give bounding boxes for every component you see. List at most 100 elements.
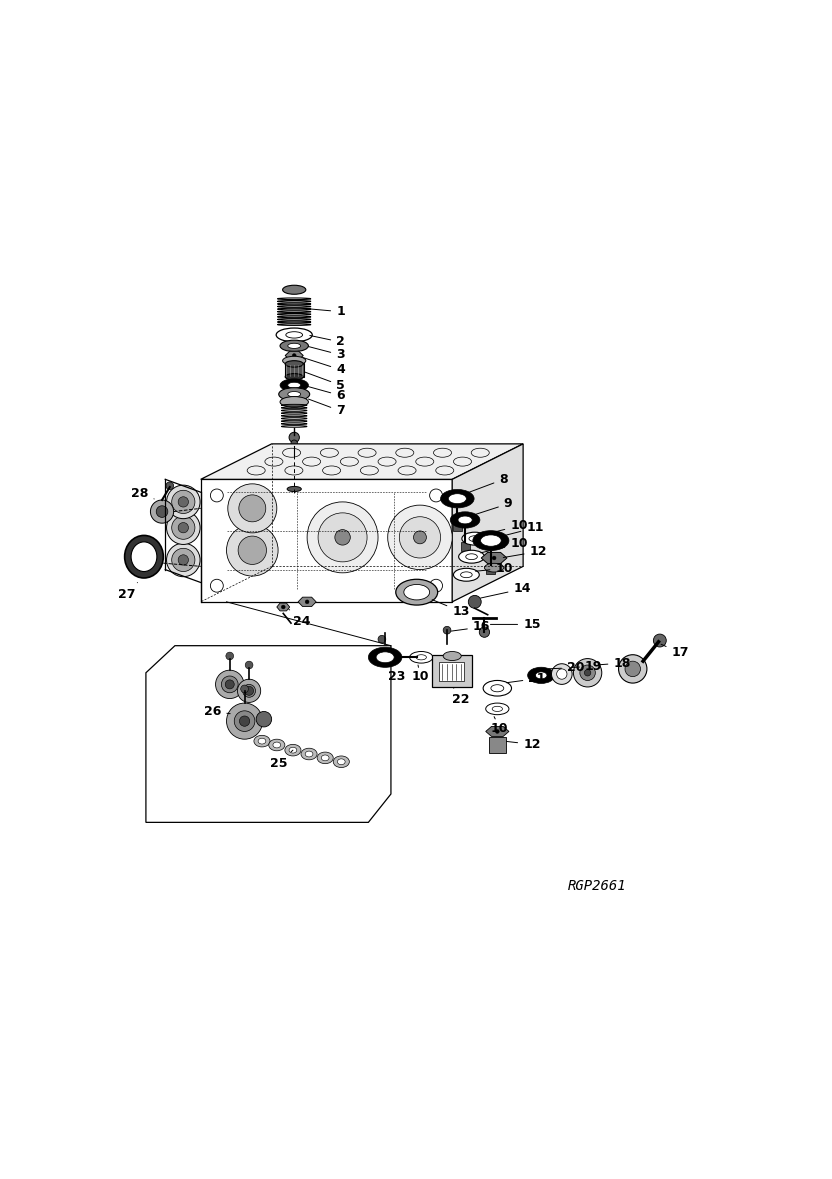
Circle shape [305, 600, 309, 604]
Circle shape [399, 516, 441, 558]
Text: 10: 10 [481, 538, 527, 553]
Circle shape [238, 536, 266, 565]
FancyBboxPatch shape [432, 654, 472, 687]
Circle shape [178, 522, 189, 533]
Ellipse shape [469, 535, 481, 541]
Circle shape [653, 634, 666, 647]
Circle shape [443, 626, 451, 634]
Ellipse shape [453, 568, 479, 581]
Text: 9: 9 [471, 498, 513, 516]
Circle shape [495, 730, 499, 733]
Polygon shape [453, 443, 523, 601]
Circle shape [468, 595, 481, 608]
Text: RGP2661: RGP2661 [568, 880, 626, 894]
Ellipse shape [448, 494, 467, 503]
Ellipse shape [491, 685, 504, 692]
Ellipse shape [285, 374, 303, 380]
Text: 21: 21 [507, 672, 546, 685]
Ellipse shape [396, 579, 438, 605]
Text: 17: 17 [661, 644, 689, 659]
Text: 3: 3 [309, 347, 344, 362]
Circle shape [388, 505, 453, 569]
Ellipse shape [301, 749, 317, 759]
FancyBboxPatch shape [453, 522, 462, 531]
Text: 4: 4 [304, 357, 345, 376]
FancyBboxPatch shape [285, 363, 304, 377]
Ellipse shape [462, 532, 488, 545]
Circle shape [429, 489, 443, 502]
Circle shape [166, 511, 200, 545]
Circle shape [292, 354, 296, 357]
Text: 10: 10 [476, 562, 513, 575]
Text: 27: 27 [118, 582, 137, 600]
Text: 25: 25 [270, 750, 293, 770]
Text: 16: 16 [451, 620, 490, 633]
Ellipse shape [288, 343, 300, 349]
Circle shape [245, 686, 254, 696]
Ellipse shape [404, 585, 429, 600]
Circle shape [156, 506, 168, 518]
Ellipse shape [273, 742, 280, 747]
Polygon shape [481, 553, 507, 564]
Ellipse shape [535, 672, 547, 679]
Ellipse shape [288, 391, 300, 397]
Text: 5: 5 [305, 371, 345, 391]
Circle shape [429, 579, 443, 592]
Polygon shape [277, 604, 290, 611]
Ellipse shape [288, 382, 300, 388]
Polygon shape [201, 480, 453, 601]
Circle shape [618, 654, 647, 683]
Ellipse shape [486, 703, 509, 714]
Circle shape [225, 652, 234, 660]
Circle shape [221, 676, 238, 693]
Ellipse shape [280, 396, 309, 408]
Circle shape [552, 664, 572, 684]
Circle shape [479, 627, 489, 638]
Polygon shape [146, 646, 391, 823]
FancyBboxPatch shape [489, 737, 506, 752]
Ellipse shape [409, 652, 433, 663]
Text: 13: 13 [432, 600, 469, 618]
Text: 10: 10 [484, 519, 527, 535]
Circle shape [239, 495, 265, 522]
Text: 15: 15 [490, 618, 541, 631]
Text: 11: 11 [500, 521, 544, 536]
Circle shape [151, 500, 174, 523]
Text: 28: 28 [131, 487, 154, 500]
Circle shape [171, 490, 195, 514]
Text: 8: 8 [463, 473, 508, 494]
Circle shape [580, 665, 596, 680]
Ellipse shape [321, 755, 329, 760]
Ellipse shape [461, 572, 473, 578]
Text: 14: 14 [481, 582, 531, 598]
Circle shape [171, 516, 195, 539]
Text: 7: 7 [309, 399, 345, 417]
Text: 26: 26 [204, 705, 230, 718]
Ellipse shape [376, 652, 394, 663]
Circle shape [307, 502, 378, 573]
Ellipse shape [483, 680, 512, 696]
Text: 22: 22 [453, 689, 470, 706]
Ellipse shape [466, 554, 478, 560]
Text: 19: 19 [571, 660, 602, 673]
Circle shape [625, 661, 641, 677]
Text: 2: 2 [310, 336, 345, 349]
Circle shape [225, 680, 235, 689]
Ellipse shape [481, 535, 501, 546]
FancyBboxPatch shape [461, 542, 469, 551]
Circle shape [289, 433, 300, 442]
Circle shape [178, 555, 189, 565]
Circle shape [215, 670, 244, 699]
Circle shape [318, 513, 367, 562]
Circle shape [245, 661, 253, 668]
Circle shape [240, 716, 250, 726]
Polygon shape [486, 726, 509, 737]
FancyBboxPatch shape [438, 661, 464, 681]
Ellipse shape [473, 531, 509, 551]
Text: 12: 12 [507, 738, 541, 751]
Ellipse shape [527, 667, 555, 684]
Ellipse shape [279, 388, 310, 401]
Text: 18: 18 [598, 657, 631, 670]
Ellipse shape [450, 512, 480, 528]
Circle shape [178, 496, 189, 507]
